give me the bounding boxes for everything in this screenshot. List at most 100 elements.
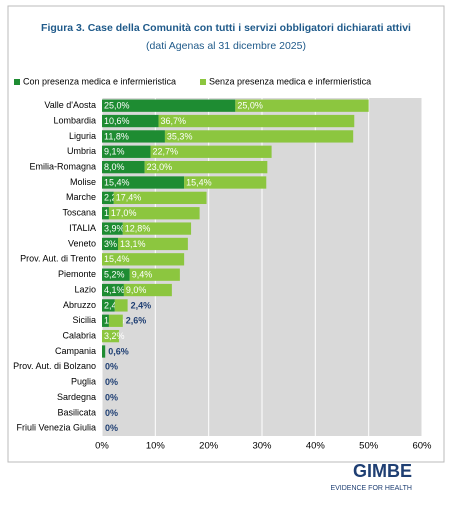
- bar-segment: [102, 268, 130, 281]
- data-label: 2,6%: [126, 316, 147, 326]
- data-label: 0%: [105, 392, 118, 402]
- legend-swatch: [14, 79, 20, 85]
- x-tick-label: 0%: [95, 441, 109, 452]
- data-label: 3%: [104, 239, 117, 249]
- y-tick-label: Friuli Venezia Giulia: [16, 423, 96, 433]
- data-label: 3,2%: [104, 331, 125, 341]
- y-tick-label: Puglia: [71, 377, 96, 387]
- data-label: 5,2%: [104, 270, 125, 280]
- y-tick-label: Marche: [66, 192, 96, 202]
- y-tick-label: Piemonte: [58, 269, 96, 279]
- data-label: 0%: [105, 423, 118, 433]
- bar-segment: [102, 345, 106, 358]
- data-label: 9,0%: [126, 285, 147, 295]
- bar-segment: [102, 145, 151, 158]
- chart-title: Figura 3. Case della Comunità con tutti …: [41, 22, 411, 34]
- bar-segment: [102, 314, 109, 327]
- bar-segment: [114, 299, 128, 312]
- bar-segment: [102, 329, 120, 343]
- data-label: 9,4%: [132, 270, 153, 280]
- y-tick-label: Calabria: [62, 331, 96, 341]
- y-tick-label: Liguria: [69, 131, 96, 141]
- x-tick-label: 30%: [252, 441, 272, 452]
- y-tick-label: Valle d'Aosta: [44, 100, 96, 110]
- legend-label: Con presenza medica e infermieristica: [23, 76, 176, 86]
- bar-segment: [122, 222, 192, 235]
- y-tick-label: ITALIA: [69, 223, 96, 233]
- bar-segment: [123, 283, 172, 297]
- bar-segment: [102, 191, 114, 205]
- bar-segment: [108, 314, 123, 327]
- bar-segment: [150, 145, 272, 158]
- bar-segment: [102, 99, 236, 112]
- y-tick-label: Molise: [70, 177, 96, 187]
- data-label: 25,0%: [237, 101, 263, 111]
- data-label: 12,8%: [125, 223, 151, 233]
- bar-segment: [102, 176, 185, 189]
- y-tick-label: Lazio: [74, 284, 96, 294]
- data-label: 15,4%: [186, 177, 212, 187]
- y-tick-label: Emilia-Romagna: [29, 162, 96, 172]
- y-tick-label: Sicilia: [72, 315, 96, 325]
- data-label: 0%: [105, 377, 118, 387]
- bar-segment: [108, 207, 200, 220]
- y-tick-label: Sardegna: [57, 392, 96, 402]
- data-label: 3,9%: [104, 223, 125, 233]
- x-tick-label: 20%: [199, 441, 219, 452]
- legend-label: Senza presenza medica e infermieristica: [209, 76, 371, 86]
- legend-swatch: [200, 79, 206, 85]
- y-tick-label: Abruzzo: [63, 300, 96, 310]
- data-label: 17,0%: [111, 208, 137, 218]
- bar-segment: [118, 237, 188, 251]
- x-tick-label: 40%: [306, 441, 326, 452]
- data-label: 4,1%: [104, 285, 125, 295]
- data-label: 0%: [105, 408, 118, 418]
- bar-segment: [102, 160, 145, 174]
- data-label: 10,6%: [104, 116, 130, 126]
- data-label: 0,6%: [108, 346, 129, 356]
- bar-segment: [144, 160, 268, 174]
- bar-segment: [102, 283, 124, 297]
- y-tick-label: Lombardia: [53, 115, 96, 125]
- y-tick-label: Toscana: [62, 208, 96, 218]
- data-label: 17,4%: [116, 193, 142, 203]
- data-label: 9,1%: [104, 147, 125, 157]
- data-label: 8,0%: [104, 162, 125, 172]
- logo-tagline: EVIDENCE FOR HEALTH: [330, 485, 412, 492]
- bar-segment: [102, 299, 115, 312]
- bar-segment: [164, 130, 354, 143]
- y-tick-label: Prov. Aut. di Trento: [20, 254, 96, 264]
- data-label: 23,0%: [147, 162, 173, 172]
- y-tick-label: Umbria: [67, 146, 96, 156]
- data-label: 2,4%: [131, 300, 152, 310]
- x-tick-label: 60%: [412, 441, 432, 452]
- bar-segment: [113, 191, 207, 205]
- y-tick-label: Prov. Aut. di Bolzano: [13, 361, 96, 371]
- y-tick-label: Campania: [55, 346, 96, 356]
- data-label: 22,7%: [153, 147, 179, 157]
- x-tick-label: 50%: [359, 441, 379, 452]
- logo-name: GIMBE: [353, 461, 412, 481]
- y-tick-label: Basilicata: [57, 407, 96, 417]
- bar-segment: [184, 176, 267, 189]
- bar-segment: [158, 114, 355, 128]
- y-tick-label: Veneto: [68, 238, 96, 248]
- data-label: 0%: [105, 362, 118, 372]
- data-label: 2,4%: [104, 300, 125, 310]
- bar-segment: [102, 130, 165, 143]
- chart-subtitle: (dati Agenas al 31 dicembre 2025): [146, 40, 306, 52]
- bar-segment: [102, 207, 109, 220]
- bar-segment: [235, 99, 369, 112]
- bar-segment: [102, 237, 118, 251]
- data-label: 25,0%: [104, 101, 130, 111]
- bar-segment: [102, 222, 123, 235]
- x-tick-label: 10%: [146, 441, 166, 452]
- data-label: 36,7%: [161, 116, 187, 126]
- data-label: 13,1%: [120, 239, 146, 249]
- bar-segment: [102, 114, 159, 128]
- data-label: 11,8%: [104, 131, 129, 141]
- bar-segment: [129, 268, 180, 281]
- data-label: 15,4%: [104, 177, 130, 187]
- bar-segment: [102, 253, 185, 266]
